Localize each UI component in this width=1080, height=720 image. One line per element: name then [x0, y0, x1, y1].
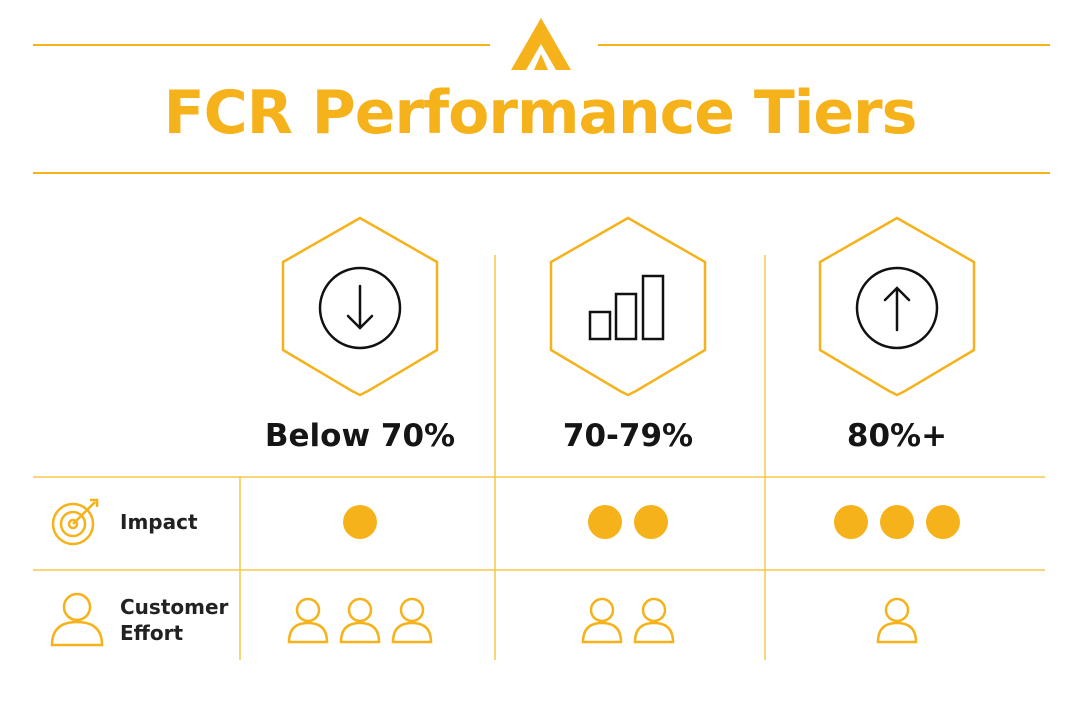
tier-label: 80%+: [846, 418, 948, 454]
target-icon: [67, 518, 79, 530]
dot: [343, 505, 377, 539]
tier-label: Below 70%: [264, 418, 456, 454]
bar-icon: [614, 292, 638, 341]
person-head: [295, 597, 321, 623]
title: FCR Performance Tiers: [163, 78, 918, 148]
arrow-icon: [883, 286, 911, 332]
hexagon: [281, 216, 439, 397]
row-icons: [50, 498, 104, 647]
person-head: [589, 597, 615, 623]
person-head: [347, 597, 373, 623]
person-body: [876, 621, 918, 644]
header-rules: [33, 44, 1050, 174]
impact-dots: [834, 505, 960, 539]
bar-icon: [641, 274, 665, 341]
impact-dots: [343, 505, 377, 539]
target-arrow: [72, 498, 99, 525]
person-body: [391, 621, 433, 644]
row-label: Customer Effort: [120, 595, 229, 645]
dot: [588, 505, 622, 539]
effort-people: [876, 597, 918, 644]
person-icon: [50, 620, 104, 647]
dot: [834, 505, 868, 539]
person-body: [339, 621, 381, 644]
person-icon: [62, 592, 92, 622]
logo: [511, 18, 571, 70]
arrow-icon: [346, 284, 374, 330]
person-head: [884, 597, 910, 623]
arrow-icon: [855, 266, 939, 350]
person-body: [581, 621, 623, 644]
target-icon: [59, 510, 87, 538]
hexagon: [818, 216, 976, 397]
person-head: [399, 597, 425, 623]
effort-people: [287, 597, 433, 644]
target-icon: [51, 502, 95, 546]
person-body: [633, 621, 675, 644]
person-head: [641, 597, 667, 623]
arrow-icon: [318, 266, 402, 350]
tier-label: 70-79%: [562, 418, 694, 454]
dot: [880, 505, 914, 539]
dot: [926, 505, 960, 539]
table-lines: [33, 255, 1045, 660]
row-label: Impact: [120, 510, 198, 534]
dot: [634, 505, 668, 539]
impact-dots: [588, 505, 668, 539]
bar-icon: [588, 310, 612, 341]
person-body: [287, 621, 329, 644]
hexagon: [549, 216, 707, 397]
effort-people: [581, 597, 675, 644]
